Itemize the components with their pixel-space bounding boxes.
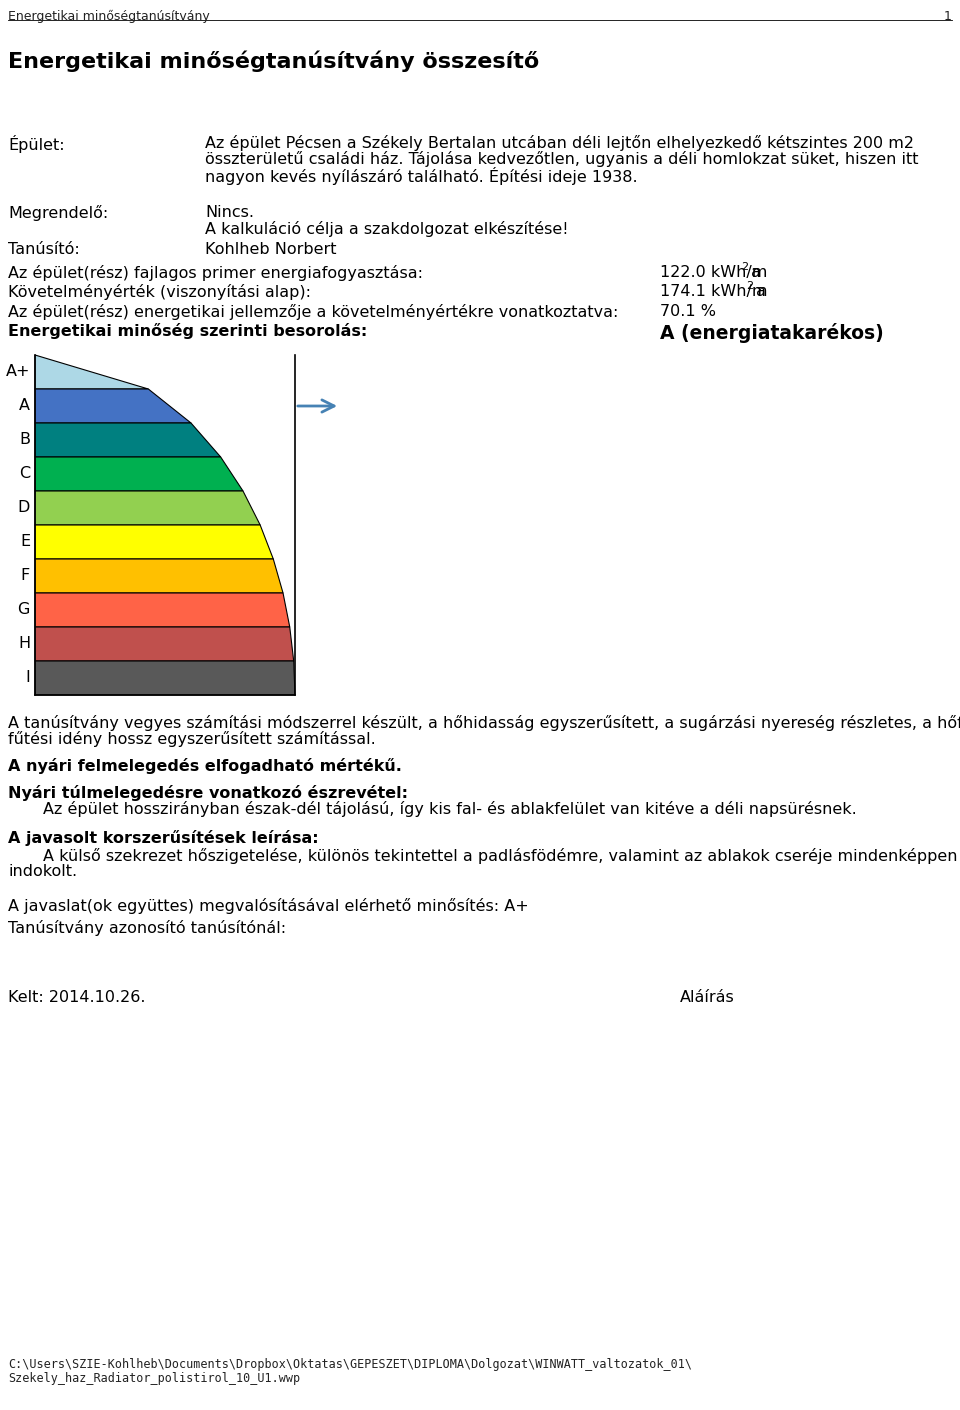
Text: nagyon kevés nyílászáró található. Építési ideje 1938.: nagyon kevés nyílászáró található. Építé… xyxy=(205,166,637,185)
Text: Energetikai minőségtanúsítvány: Energetikai minőségtanúsítvány xyxy=(8,10,209,23)
Text: 70.1 %: 70.1 % xyxy=(660,305,716,319)
Text: B: B xyxy=(19,433,30,447)
Text: összterületű családi ház. Tájolása kedvezőtlen, ugyanis a déli homlokzat süket, : összterületű családi ház. Tájolása kedve… xyxy=(205,151,919,166)
Text: 2: 2 xyxy=(746,281,754,290)
Text: 2: 2 xyxy=(741,262,748,272)
Text: Az épület(rész) fajlagos primer energiafogyasztása:: Az épület(rész) fajlagos primer energiaf… xyxy=(8,265,423,281)
Text: Nyári túlmelegedésre vonatkozó észrevétel:: Nyári túlmelegedésre vonatkozó észrevéte… xyxy=(8,785,408,801)
Text: Tanúsító:: Tanúsító: xyxy=(8,243,80,257)
Polygon shape xyxy=(35,661,295,695)
Text: A külső szekrezet hőszigetelése, különös tekintettel a padlásfödémre, valamint a: A külső szekrezet hőszigetelése, különös… xyxy=(43,847,957,864)
Text: Megrendelő:: Megrendelő: xyxy=(8,204,108,221)
Text: A: A xyxy=(19,399,30,413)
Text: Az épület(rész) energetikai jellemzője a követelményértékre vonatkoztatva:: Az épület(rész) energetikai jellemzője a… xyxy=(8,305,618,320)
Text: H: H xyxy=(18,636,30,651)
Text: 1: 1 xyxy=(944,10,952,23)
Text: A nyári felmelegedés elfogadható mértékű.: A nyári felmelegedés elfogadható mértékű… xyxy=(8,759,402,774)
Text: I: I xyxy=(25,671,30,685)
Text: indokolt.: indokolt. xyxy=(8,864,77,878)
Text: Energetikai minőségtanúsítvány összesítő: Energetikai minőségtanúsítvány összesítő xyxy=(8,49,540,72)
Polygon shape xyxy=(35,491,260,525)
Text: Követelményérték (viszonyítási alap):: Követelményérték (viszonyítási alap): xyxy=(8,283,311,300)
Text: A kalkuláció célja a szakdolgozat elkészítése!: A kalkuláció célja a szakdolgozat elkész… xyxy=(205,221,568,237)
Text: F: F xyxy=(21,568,30,584)
Text: a: a xyxy=(756,283,766,299)
Text: A (energiatakarékos): A (energiatakarékos) xyxy=(660,323,884,343)
Text: Kohlheb Norbert: Kohlheb Norbert xyxy=(205,243,337,257)
Text: A javasolt korszerűsítések leírása:: A javasolt korszerűsítések leírása: xyxy=(8,830,319,846)
Text: A tanúsítvány vegyes számítási módszerrel készült, a hőhidasság egyszerűsített, : A tanúsítvány vegyes számítási módszerre… xyxy=(8,715,960,730)
Text: Szekely_haz_Radiator_polistirol_10_U1.wwp: Szekely_haz_Radiator_polistirol_10_U1.ww… xyxy=(8,1372,300,1385)
Text: A javaslat(ok együttes) megvalósításával elérhető minősítés: A+: A javaslat(ok együttes) megvalósításával… xyxy=(8,898,529,914)
Polygon shape xyxy=(35,389,191,423)
Text: C:\Users\SZIE-Kohlheb\Documents\Dropbox\Oktatas\GEPESZET\DIPLOMA\Dolgozat\WINWAT: C:\Users\SZIE-Kohlheb\Documents\Dropbox\… xyxy=(8,1358,692,1371)
Text: Épület:: Épület: xyxy=(8,135,64,154)
Text: 122.0 kWh/m: 122.0 kWh/m xyxy=(660,265,767,281)
Text: Az épület hosszirányban észak-dél tájolású, így kis fal- és ablakfelület van kit: Az épület hosszirányban észak-dél tájolá… xyxy=(43,801,856,816)
Polygon shape xyxy=(35,457,243,491)
Polygon shape xyxy=(35,558,283,594)
Text: Energetikai minőség szerinti besorolás:: Energetikai minőség szerinti besorolás: xyxy=(8,323,368,338)
Polygon shape xyxy=(35,594,290,627)
Text: Nincs.: Nincs. xyxy=(205,204,254,220)
Text: Tanúsítvány azonosító tanúsítónál:: Tanúsítvány azonosító tanúsítónál: xyxy=(8,919,286,936)
Text: E: E xyxy=(20,534,30,550)
Polygon shape xyxy=(35,525,274,558)
Text: 174.1 kWh/m: 174.1 kWh/m xyxy=(660,283,767,299)
Text: Aláírás: Aláírás xyxy=(680,990,734,1005)
Text: a: a xyxy=(751,265,761,281)
Text: D: D xyxy=(17,501,30,516)
Polygon shape xyxy=(35,627,294,661)
Polygon shape xyxy=(35,423,221,457)
Text: A+: A+ xyxy=(6,365,30,379)
Polygon shape xyxy=(35,355,149,389)
Text: C: C xyxy=(19,467,30,481)
Text: fűtési idény hossz egyszerűsített számítással.: fűtési idény hossz egyszerűsített számít… xyxy=(8,730,375,747)
Text: G: G xyxy=(17,602,30,618)
Text: Az épület Pécsen a Székely Bertalan utcában déli lejtőn elhelyezkedő kétszintes : Az épület Pécsen a Székely Bertalan utcá… xyxy=(205,135,914,151)
Text: Kelt: 2014.10.26.: Kelt: 2014.10.26. xyxy=(8,990,146,1005)
